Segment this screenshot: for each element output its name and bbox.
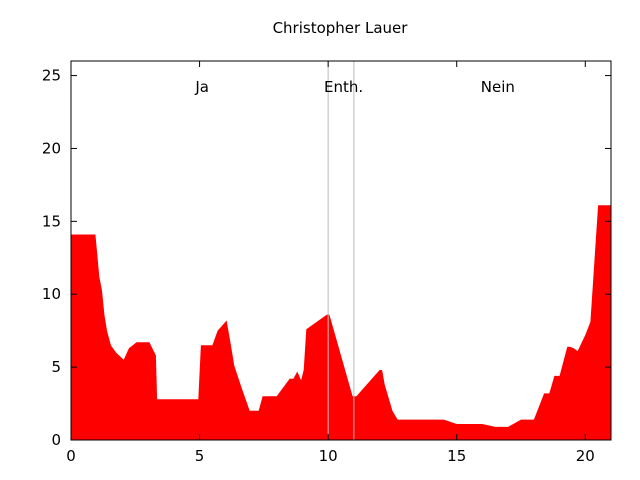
- y-tick-label-3: 15: [42, 212, 61, 230]
- x-tick-label-1: 5: [195, 447, 205, 465]
- y-tick-label-4: 20: [42, 139, 61, 157]
- x-tick-label-2: 10: [319, 447, 338, 465]
- chart-title: Christopher Lauer: [273, 19, 409, 37]
- area-series: [71, 205, 611, 440]
- x-tick-label-4: 20: [576, 447, 595, 465]
- x-tick-label-3: 15: [447, 447, 466, 465]
- plot-frame: [70, 60, 612, 441]
- y-tick-label-5: 25: [42, 67, 61, 85]
- x-tick-label-0: 0: [66, 447, 76, 465]
- region-label-2: Nein: [481, 78, 515, 96]
- plot-area: Ja Enth. Nein: [71, 61, 611, 440]
- y-tick-label-0: 0: [51, 431, 61, 449]
- region-label-1: Enth.: [324, 78, 363, 96]
- y-tick-label-2: 10: [42, 285, 61, 303]
- region-label-0: Ja: [194, 78, 209, 96]
- axes: 0 5 10 15 20 0 5 10 15 20 25: [42, 60, 612, 465]
- y-tick-label-1: 5: [51, 358, 61, 376]
